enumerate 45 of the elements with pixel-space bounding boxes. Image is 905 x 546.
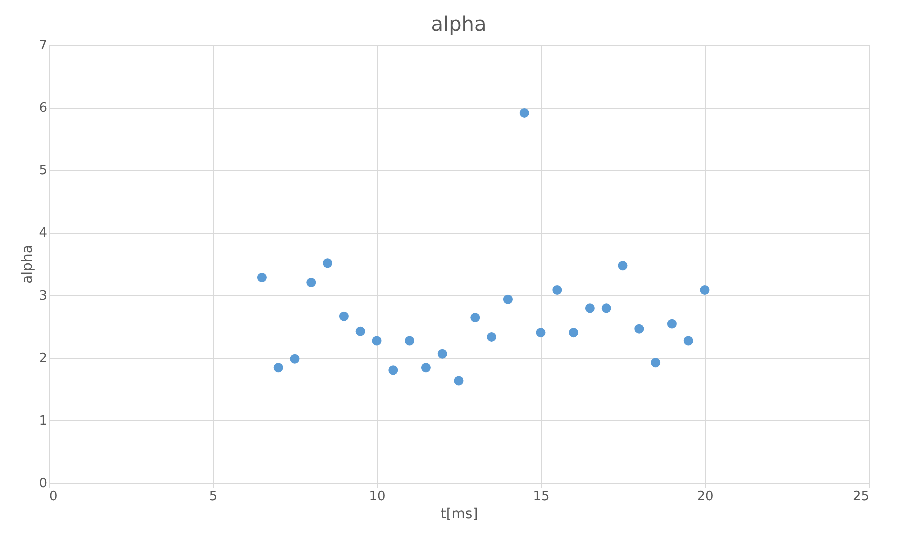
point: [569, 328, 579, 338]
y-tick-label: 0: [39, 476, 48, 492]
point: [602, 304, 612, 314]
x-tick-label: 25: [852, 490, 870, 504]
y-tick-label: 4: [39, 226, 48, 242]
x-tick-label: 20: [697, 490, 714, 504]
point: [503, 294, 513, 304]
point: [388, 366, 398, 376]
point: [257, 273, 267, 282]
y-tick-label: 6: [39, 101, 48, 116]
point: [667, 319, 677, 329]
point: [618, 261, 628, 271]
point: [454, 376, 464, 386]
point: [520, 108, 530, 118]
point: [536, 328, 546, 338]
point: [323, 258, 333, 268]
point: [487, 332, 497, 342]
y-tick-label: 3: [39, 288, 48, 304]
point: [700, 286, 710, 296]
x-tick-label: 5: [209, 490, 218, 504]
point: [339, 312, 349, 322]
point: [405, 336, 415, 346]
point: [684, 336, 694, 346]
point: [421, 363, 431, 373]
point: [438, 349, 448, 359]
point: [274, 363, 284, 373]
point: [585, 304, 595, 314]
x-tick-label: 10: [369, 490, 386, 504]
point: [634, 324, 644, 334]
point: [290, 354, 300, 364]
point: [372, 336, 382, 346]
x-tick-label: 0: [50, 490, 58, 504]
point: [552, 286, 562, 296]
chart-title: alpha: [431, 12, 487, 36]
x-axis-title: t[ms]: [440, 506, 478, 522]
y-tick-label: 7: [39, 38, 48, 54]
point: [306, 278, 316, 288]
point: [651, 358, 661, 368]
point: [356, 326, 366, 336]
point: [470, 313, 480, 323]
x-tick-label: 15: [533, 490, 550, 504]
y-tick-label: 2: [39, 351, 48, 366]
y-tick-label: 1: [39, 414, 48, 429]
y-axis-title: alpha: [20, 245, 36, 284]
y-tick-label: 5: [39, 164, 48, 179]
